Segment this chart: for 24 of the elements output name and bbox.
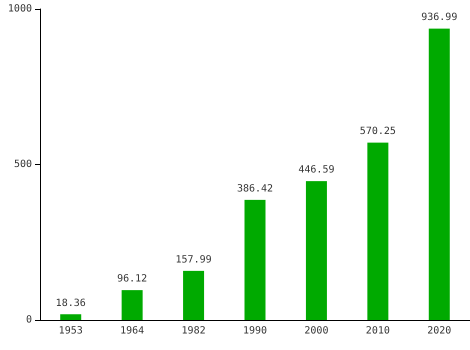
x-tick-label: 2020 [427, 326, 452, 336]
bar [244, 200, 266, 320]
data-label: 18.36 [56, 298, 86, 309]
x-tick-label: 1990 [242, 326, 268, 336]
data-label: 446.59 [298, 164, 334, 176]
bar [60, 314, 82, 320]
x-tick-label: 1982 [182, 326, 206, 336]
y-tick-label: 500 [14, 159, 32, 170]
bar [122, 290, 143, 320]
data-label: 570.25 [360, 126, 396, 138]
data-label: 96.12 [117, 274, 148, 285]
y-tick-label: 1000 [8, 4, 32, 14]
data-label: 157.99 [176, 254, 212, 266]
bar [306, 181, 327, 320]
data-label: 386.42 [236, 183, 274, 194]
bar [367, 142, 388, 320]
y-tick-label: 0 [26, 314, 32, 326]
data-label: 936.99 [421, 12, 458, 24]
x-tick-label: 2000 [304, 326, 328, 336]
bar [428, 28, 450, 320]
bar [183, 270, 204, 320]
x-tick-label: 1953 [58, 326, 83, 336]
x-tick-label: 2010 [366, 326, 390, 336]
x-tick-label: 1964 [120, 326, 144, 336]
